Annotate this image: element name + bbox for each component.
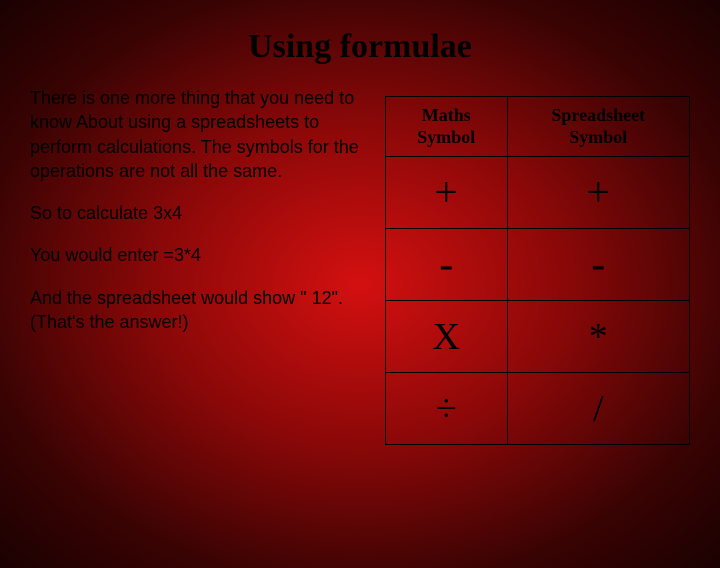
paragraph-2: So to calculate 3x4 [30,201,365,225]
table-row: X * [386,301,690,373]
cell-spreadsheet: - [507,229,690,301]
paragraph-4: And the spreadsheet would show " 12". (T… [30,286,365,335]
cell-spreadsheet: + [507,157,690,229]
symbols-table: Maths Symbol Spreadsheet Symbol + + - - [385,96,690,445]
header-col2-line2: Symbol [569,127,627,147]
cell-maths: + [386,157,508,229]
header-col2-line1: Spreadsheet [551,105,645,125]
header-maths-symbol: Maths Symbol [386,97,508,157]
table-row: - - [386,229,690,301]
paragraph-1: There is one more thing that you need to… [30,86,365,183]
content-area: There is one more thing that you need to… [0,66,720,445]
body-text: There is one more thing that you need to… [30,86,365,445]
symbols-table-wrap: Maths Symbol Spreadsheet Symbol + + - - [385,86,690,445]
table-row: ÷ / [386,373,690,445]
header-spreadsheet-symbol: Spreadsheet Symbol [507,97,690,157]
table-header-row: Maths Symbol Spreadsheet Symbol [386,97,690,157]
cell-spreadsheet: * [507,301,690,373]
cell-spreadsheet: / [507,373,690,445]
header-col1-line1: Maths [422,105,471,125]
page-title: Using formulae [0,28,720,66]
table-row: + + [386,157,690,229]
cell-maths: X [386,301,508,373]
header-col1-line2: Symbol [417,127,475,147]
cell-maths: ÷ [386,373,508,445]
paragraph-3: You would enter =3*4 [30,243,365,267]
cell-maths: - [386,229,508,301]
